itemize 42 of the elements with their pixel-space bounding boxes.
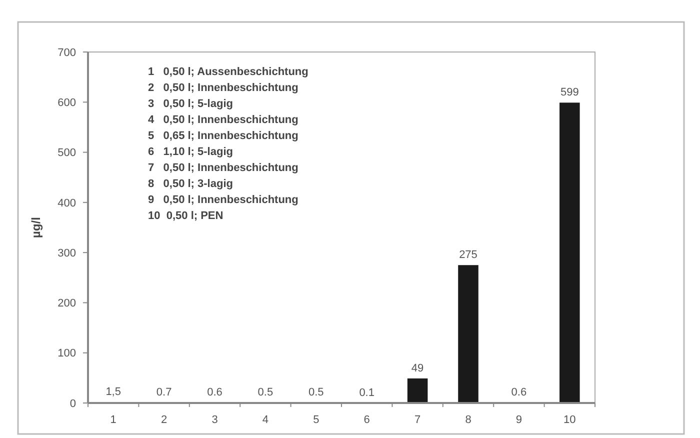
bar	[458, 265, 478, 403]
y-tick-label: 100	[58, 348, 76, 360]
bar	[560, 102, 580, 403]
x-tick-label: 10	[564, 414, 576, 426]
data-label: 599	[560, 86, 579, 99]
data-label: 49	[411, 362, 424, 374]
y-tick-label: 200	[58, 298, 76, 310]
y-tick-label: 400	[58, 197, 76, 210]
x-tick-label: 7	[414, 414, 421, 426]
annotation: 2 0,50 l; Innenbeschichtung	[148, 82, 298, 94]
x-tick-label: 2	[160, 414, 168, 426]
annotation: 1 0,50 l; Aussenbeschichtung	[148, 66, 308, 78]
x-tick-label: 1	[110, 414, 116, 426]
data-label: 0.5	[308, 386, 324, 399]
y-tick-label: 300	[58, 247, 76, 260]
data-label: 0.1	[359, 386, 374, 399]
bar	[407, 378, 428, 403]
y-tick-label: 0	[70, 398, 76, 410]
data-label: 0.5	[258, 386, 274, 399]
x-tick-label: 4	[262, 414, 269, 426]
x-tick-label: 9	[516, 414, 522, 426]
annotation: 8 0,50 l; 3-lagig	[148, 178, 233, 190]
annotation: 9 0,50 l; Innenbeschichtung	[148, 194, 298, 206]
y-tick-label: 700	[58, 46, 76, 59]
data-label: 0.7	[156, 386, 172, 399]
data-label: 1,5	[106, 386, 121, 398]
data-label: 275	[459, 249, 478, 262]
annotation: 7 0,50 l; Innenbeschichtung	[148, 162, 298, 174]
y-tick-label: 500	[58, 147, 76, 160]
y-axis-title: µg/l	[29, 217, 43, 238]
data-label: 0.6	[511, 386, 527, 399]
x-tick-label: 8	[465, 414, 472, 426]
annotation: 4 0,50 l; Innenbeschichtung	[148, 114, 298, 126]
x-tick-label: 3	[212, 414, 218, 426]
x-tick-label: 6	[364, 414, 370, 426]
y-tick-label: 600	[58, 96, 76, 109]
annotation: 5 0,65 l; Innenbeschichtung	[148, 130, 298, 142]
annotation: 6 1,10 l; 5-lagig	[148, 146, 233, 158]
data-label: 0.6	[207, 386, 222, 399]
x-tick-label: 5	[313, 414, 320, 426]
annotation: 3 0,50 l; 5-lagig	[148, 98, 233, 110]
annotation: 10 0,50 l; PEN	[148, 210, 224, 222]
